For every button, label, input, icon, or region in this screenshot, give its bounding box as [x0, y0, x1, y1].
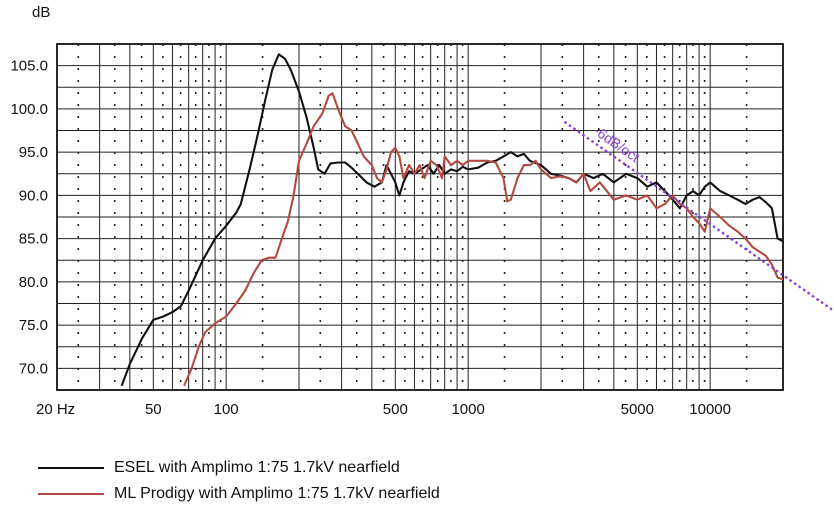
x-tick-label: 500 — [383, 401, 408, 418]
y-tick-label: 75.0 — [19, 317, 48, 334]
legend-item-ml-prodigy: ML Prodigy with Amplimo 1:75 1.7kV nearf… — [38, 481, 738, 507]
slope-annotation-label: -6dB/oct — [591, 122, 643, 165]
x-tick-label: 100 — [214, 401, 239, 418]
y-tick-label: 90.0 — [19, 187, 48, 204]
x-tick-label: 5000 — [621, 401, 654, 418]
x-tick-label: 10000 — [689, 401, 731, 418]
plot-frame — [56, 43, 784, 391]
grid — [57, 44, 783, 390]
legend-swatch-ml-prodigy — [38, 493, 104, 495]
legend-item-esel: ESEL with Amplimo 1:75 1.7kV nearfield — [38, 455, 738, 481]
y-tick-label: 70.0 — [19, 360, 48, 377]
y-axis-label: dB — [32, 4, 50, 21]
x-tick-label: 50 — [145, 401, 162, 418]
y-tick-label: 105.0 — [10, 58, 48, 75]
legend: ESEL with Amplimo 1:75 1.7kV nearfield M… — [38, 455, 738, 507]
series-group — [120, 53, 783, 387]
series-line-ml-prodigy — [183, 92, 783, 387]
y-tick-label: 80.0 — [19, 274, 48, 291]
legend-label-esel: ESEL with Amplimo 1:75 1.7kV nearfield — [114, 459, 400, 476]
legend-label-ml-prodigy: ML Prodigy with Amplimo 1:75 1.7kV nearf… — [114, 485, 440, 502]
y-tick-label: 100.0 — [10, 101, 48, 118]
x-tick-label: 1000 — [451, 401, 484, 418]
x-tick-label: 20 Hz — [36, 401, 75, 418]
y-tick-label: 95.0 — [19, 144, 48, 161]
y-tick-label: 85.0 — [19, 231, 48, 248]
legend-swatch-esel — [38, 467, 104, 469]
series-line-esel — [120, 53, 783, 387]
